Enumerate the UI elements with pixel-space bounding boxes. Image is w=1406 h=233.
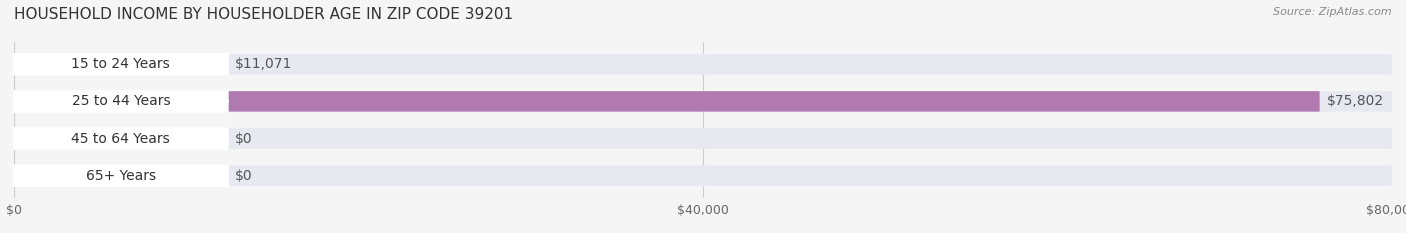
Text: $0: $0 (235, 169, 252, 183)
FancyBboxPatch shape (14, 54, 205, 75)
Text: $0: $0 (235, 132, 252, 146)
FancyBboxPatch shape (14, 91, 1320, 112)
Text: 65+ Years: 65+ Years (86, 169, 156, 183)
Text: 45 to 64 Years: 45 to 64 Years (72, 132, 170, 146)
FancyBboxPatch shape (14, 54, 1392, 75)
Text: Source: ZipAtlas.com: Source: ZipAtlas.com (1274, 7, 1392, 17)
Text: HOUSEHOLD INCOME BY HOUSEHOLDER AGE IN ZIP CODE 39201: HOUSEHOLD INCOME BY HOUSEHOLDER AGE IN Z… (14, 7, 513, 22)
FancyBboxPatch shape (14, 91, 228, 112)
FancyBboxPatch shape (14, 91, 1392, 112)
FancyBboxPatch shape (14, 128, 1392, 149)
Text: 25 to 44 Years: 25 to 44 Years (72, 94, 170, 108)
FancyBboxPatch shape (14, 165, 1392, 186)
FancyBboxPatch shape (14, 165, 228, 186)
Text: $75,802: $75,802 (1326, 94, 1384, 108)
FancyBboxPatch shape (14, 54, 228, 75)
Text: 15 to 24 Years: 15 to 24 Years (72, 57, 170, 71)
FancyBboxPatch shape (14, 128, 228, 149)
Text: $11,071: $11,071 (235, 57, 292, 71)
